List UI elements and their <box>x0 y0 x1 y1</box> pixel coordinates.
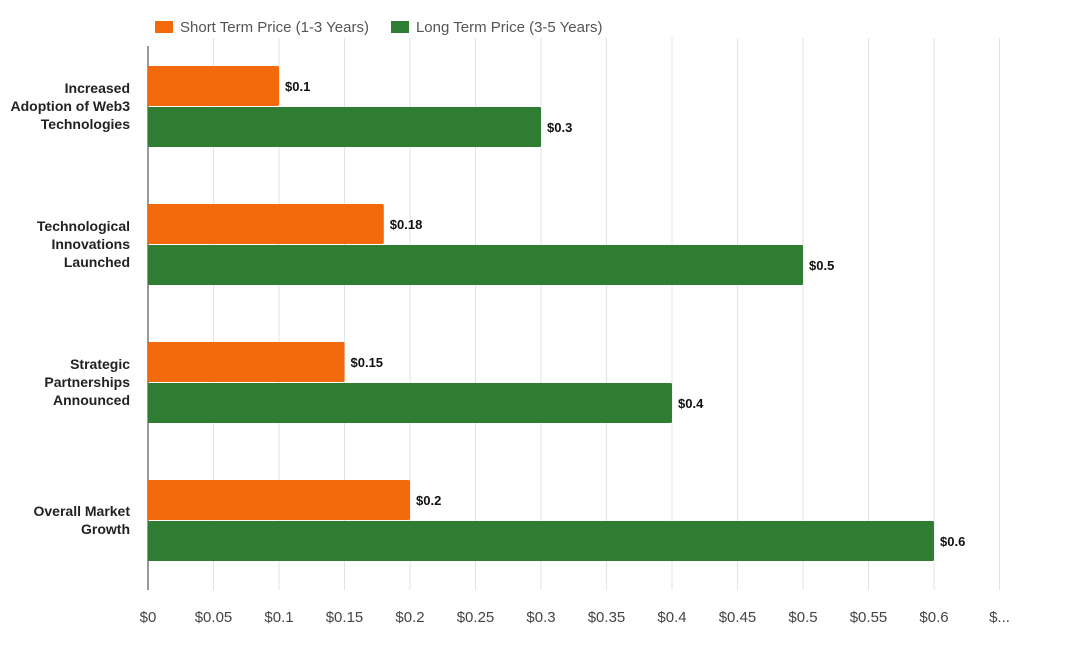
x-tick-label: $0.05 <box>195 609 233 626</box>
bar-short-term[interactable] <box>148 66 279 106</box>
x-tick-label: $0.45 <box>719 609 757 626</box>
data-label: $0.5 <box>809 258 834 273</box>
data-label: $0.15 <box>351 355 384 370</box>
x-tick-label: $0.25 <box>457 609 495 626</box>
legend-swatch-long-term <box>390 21 409 33</box>
legend-item-short-term[interactable]: Short Term Price (1-3 Years) <box>155 19 369 36</box>
category-label: Strategic Partnerships Announced <box>44 356 130 408</box>
x-tick-label: $0.4 <box>657 609 686 626</box>
legend-label-long-term: Long Term Price (3-5 Years) <box>415 18 603 36</box>
legend-swatch-short-term <box>155 21 173 33</box>
x-tick-label: $0.55 <box>850 609 888 626</box>
legend: Short Term Price (1-3 Years) Long Term P… <box>155 17 602 37</box>
x-tick-label: $0.6 <box>919 609 948 626</box>
data-label: $0.3 <box>547 120 572 135</box>
data-label: $0.6 <box>940 534 965 549</box>
category-label: Technological Innovations Launched <box>37 218 130 270</box>
data-label: $0.4 <box>678 396 704 411</box>
bar-short-term[interactable] <box>148 342 345 382</box>
x-tick-label: $0.3 <box>526 609 555 626</box>
x-tick-label: $0.5 <box>788 609 817 626</box>
bar-long-term[interactable] <box>148 245 803 285</box>
x-tick-label: $0.15 <box>326 609 364 626</box>
data-label: $0.18 <box>390 217 423 232</box>
data-label: $0.1 <box>285 79 310 94</box>
data-label: $0.2 <box>416 493 441 508</box>
bar-short-term[interactable] <box>148 204 384 244</box>
x-tick-label: $0 <box>140 609 157 626</box>
x-tick-label: $0.2 <box>395 609 424 626</box>
bar-long-term[interactable] <box>148 383 672 423</box>
x-tick-label: $0.1 <box>264 609 293 626</box>
bar-short-term[interactable] <box>148 480 410 520</box>
category-label: Increased Adoption of Web3 Technologies <box>11 80 131 132</box>
legend-item-long-term[interactable]: Long Term Price (3-5 Years) <box>390 18 603 36</box>
bar-long-term[interactable] <box>148 521 934 561</box>
bar-long-term[interactable] <box>148 107 541 147</box>
x-tick-label: $0.35 <box>588 609 626 626</box>
legend-label-short-term: Short Term Price (1-3 Years) <box>180 18 369 36</box>
x-tick-label: $... <box>989 609 1010 626</box>
category-label: Overall Market Growth <box>34 503 131 537</box>
